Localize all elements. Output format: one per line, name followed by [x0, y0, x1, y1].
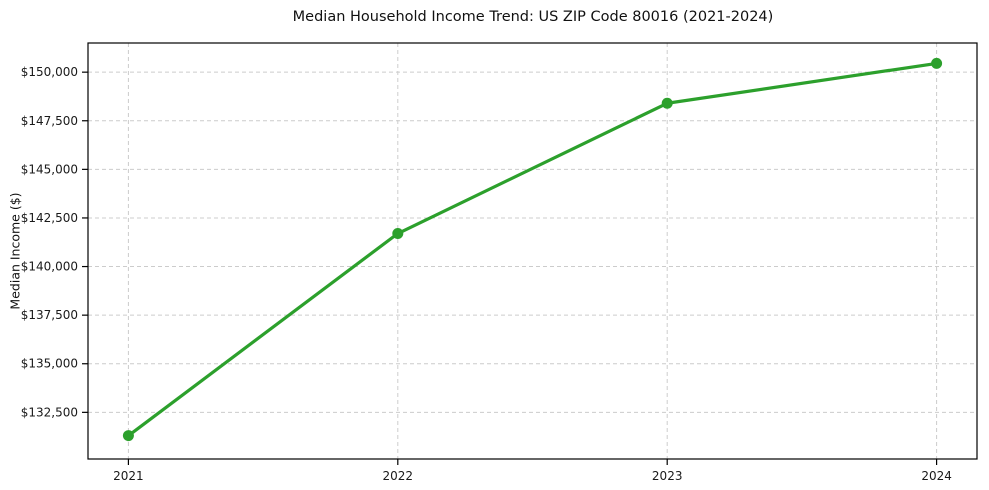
y-tick-label: $132,500 [21, 405, 78, 419]
plot-frame [87, 42, 978, 460]
data-point-2023 [661, 97, 673, 109]
x-tick-label: 2021 [113, 469, 144, 483]
y-tick-label: $150,000 [21, 65, 78, 79]
y-tick-label: $147,500 [21, 114, 78, 128]
x-tick-label: 2022 [383, 469, 414, 483]
y-tick-label: $135,000 [21, 357, 78, 371]
data-point-2024 [931, 57, 943, 69]
chart-title: Median Household Income Trend: US ZIP Co… [292, 9, 774, 25]
x-tick-label: 2024 [921, 469, 952, 483]
y-tick-label: $145,000 [21, 162, 78, 176]
y-tick-label: $142,500 [21, 211, 78, 225]
data-point-2022 [392, 228, 404, 240]
data-point-2021 [122, 430, 134, 442]
y-tick-label: $137,500 [21, 308, 78, 322]
trend-line [126, 61, 939, 438]
x-tick-label: 2023 [652, 469, 683, 483]
y-tick-label: $140,000 [21, 260, 78, 274]
